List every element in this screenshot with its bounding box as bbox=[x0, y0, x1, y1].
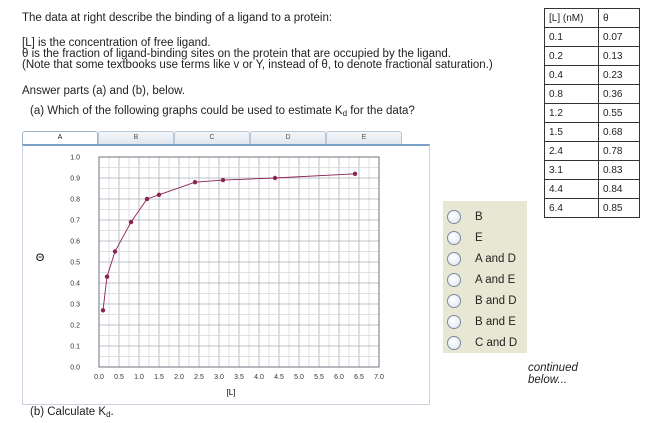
continued-text: continued bbox=[528, 362, 578, 374]
graph-panel bbox=[22, 144, 430, 405]
radio-button[interactable] bbox=[447, 336, 461, 350]
table-header-ligand: [L] (nM) bbox=[544, 8, 599, 28]
data-table: [L] (nM) θ 0.1 0.07 0.2 0.13 0.4 0.23 0.8 0.36 1… bbox=[544, 8, 640, 218]
theta-cell: 0.36 bbox=[598, 84, 640, 104]
option-label: B bbox=[475, 211, 483, 223]
ligand-cell: 1.5 bbox=[544, 122, 599, 142]
option-a-and-d[interactable]: A and D bbox=[443, 249, 527, 269]
theta-cell: 0.13 bbox=[598, 46, 640, 66]
theta-cell: 0.85 bbox=[598, 198, 640, 218]
table-row: 2.4 0.78 bbox=[544, 141, 640, 161]
ligand-cell: 0.8 bbox=[544, 84, 599, 104]
answer-options: B E A and D A and E B and D B and E C an… bbox=[443, 201, 527, 353]
theta-cell: 0.83 bbox=[598, 160, 640, 180]
option-b[interactable]: B bbox=[443, 207, 527, 227]
ligand-cell: 2.4 bbox=[544, 141, 599, 161]
option-b-and-d[interactable]: B and D bbox=[443, 291, 527, 311]
option-label: B and E bbox=[475, 316, 516, 328]
tab-b[interactable]: B bbox=[98, 131, 174, 144]
radio-button[interactable] bbox=[447, 210, 461, 224]
radio-button[interactable] bbox=[447, 294, 461, 308]
table-header-theta: θ bbox=[598, 8, 640, 28]
table-row: 6.4 0.85 bbox=[544, 198, 640, 218]
ligand-cell: 4.4 bbox=[544, 179, 599, 199]
tab-a[interactable]: A bbox=[22, 131, 98, 144]
answer-instructions: Answer parts (a) and (b), below. bbox=[22, 85, 185, 97]
ligand-cell: 0.4 bbox=[544, 65, 599, 85]
theta-cell: 0.84 bbox=[598, 179, 640, 199]
intro-note: (Note that some textbooks use terms like… bbox=[22, 59, 493, 71]
option-e[interactable]: E bbox=[443, 228, 527, 248]
radio-button[interactable] bbox=[447, 252, 461, 266]
theta-cell: 0.78 bbox=[598, 141, 640, 161]
question-b: (b) Calculate Kd. bbox=[30, 406, 114, 419]
table-header-row: [L] (nM) θ bbox=[544, 8, 640, 28]
ligand-cell: 3.1 bbox=[544, 160, 599, 180]
table-row: 0.1 0.07 bbox=[544, 27, 640, 47]
continued-below-text: below... bbox=[528, 374, 567, 386]
ligand-cell: 0.1 bbox=[544, 27, 599, 47]
table-row: 4.4 0.84 bbox=[544, 179, 640, 199]
table-body: 0.1 0.07 0.2 0.13 0.4 0.23 0.8 0.36 1.2 0.55 1.5 0.… bbox=[544, 27, 640, 218]
table-row: 3.1 0.83 bbox=[544, 160, 640, 180]
option-label: A and E bbox=[475, 274, 516, 286]
intro-ligand-definition: [L] is the concentration of free ligand. bbox=[22, 37, 211, 49]
theta-cell: 0.55 bbox=[598, 103, 640, 123]
tab-c[interactable]: C bbox=[174, 131, 250, 144]
option-b-and-e[interactable]: B and E bbox=[443, 312, 527, 332]
table-row: 0.2 0.13 bbox=[544, 46, 640, 66]
intro-theta-definition: θ is the fraction of ligand-binding site… bbox=[22, 48, 451, 60]
ligand-cell: 0.2 bbox=[544, 46, 599, 66]
option-label: B and D bbox=[475, 295, 517, 307]
option-label: E bbox=[475, 232, 483, 244]
tab-e[interactable]: E bbox=[326, 131, 402, 144]
ligand-cell: 6.4 bbox=[544, 198, 599, 218]
theta-cell: 0.07 bbox=[598, 27, 640, 47]
theta-cell: 0.68 bbox=[598, 122, 640, 142]
table-row: 1.5 0.68 bbox=[544, 122, 640, 142]
theta-cell: 0.23 bbox=[598, 65, 640, 85]
graph-tabs: A B C D E bbox=[22, 131, 402, 144]
radio-button[interactable] bbox=[447, 315, 461, 329]
option-a-and-e[interactable]: A and E bbox=[443, 270, 527, 290]
intro-text: The data at right describe the binding o… bbox=[22, 12, 333, 24]
question-a: (a) Which of the following graphs could … bbox=[30, 105, 415, 118]
table-row: 0.4 0.23 bbox=[544, 65, 640, 85]
option-label: C and D bbox=[475, 337, 518, 349]
ligand-cell: 1.2 bbox=[544, 103, 599, 123]
radio-button[interactable] bbox=[447, 273, 461, 287]
table-row: 1.2 0.55 bbox=[544, 103, 640, 123]
option-c-and-d[interactable]: C and D bbox=[443, 333, 527, 353]
table-row: 0.8 0.36 bbox=[544, 84, 640, 104]
radio-button[interactable] bbox=[447, 231, 461, 245]
option-label: A and D bbox=[475, 253, 516, 265]
tab-d[interactable]: D bbox=[250, 131, 326, 144]
